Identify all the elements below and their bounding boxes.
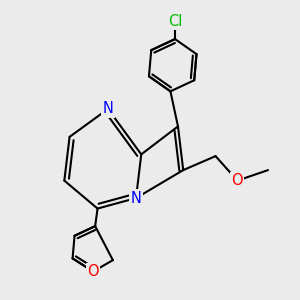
Text: Cl: Cl bbox=[168, 14, 182, 29]
Text: O: O bbox=[87, 264, 99, 279]
Text: O: O bbox=[232, 173, 243, 188]
Text: N: N bbox=[103, 101, 113, 116]
Text: N: N bbox=[130, 190, 142, 206]
